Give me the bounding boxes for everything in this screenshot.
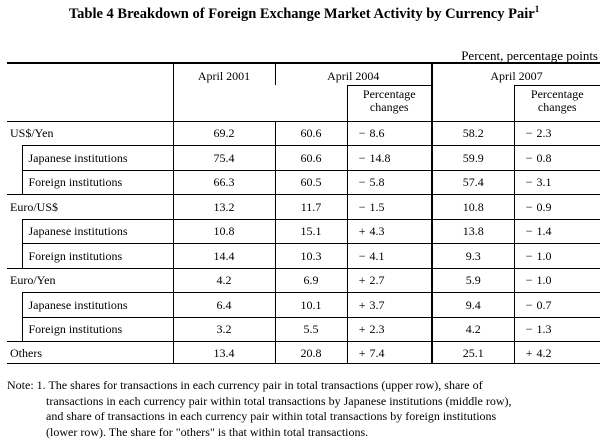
row-label: Others — [7, 341, 173, 364]
change-2007: −0.9 — [513, 194, 600, 219]
change-2004: −1.5 — [346, 194, 432, 219]
table-row: Foreign institutions 66.3 60.5−5.8 57.4−3.1 — [7, 169, 600, 195]
table-row: Japanese institutions 10.8 15.1 +4.3 13.8−1.… — [7, 218, 600, 244]
currency-pair-table: April 2001 April 2004 April 2007 Percent… — [7, 62, 600, 364]
value-2004: 11.7 — [274, 194, 347, 219]
row-label: Japanese institutions — [21, 218, 173, 244]
change-2007: −0.7 — [513, 292, 600, 317]
value-2001: 13.2 — [172, 194, 275, 219]
change-2004: −14.8 — [346, 145, 432, 170]
footnote: Note: 1. The shares for transactions in … — [7, 378, 602, 440]
value-2004: 15.1 — [274, 218, 347, 244]
change-2007: −2.3 — [513, 120, 600, 146]
value-2007: 10.8 — [431, 194, 514, 219]
change-2004: −8.6 — [346, 120, 432, 146]
value-2001: 13.4 — [172, 341, 275, 364]
table-row: Euro/Yen 4.2 6.9 +2.7 5.9−1.0 — [7, 267, 600, 293]
row-label: US$/Yen — [7, 120, 173, 146]
table-row: Foreign institutions 3.2 5.5 +2.3 4.2−1.3 — [7, 316, 600, 342]
header-row-bottom: Percentage changes Percentage changes — [7, 84, 600, 121]
value-2001: 75.4 — [172, 145, 275, 170]
change-2007: −1.4 — [513, 218, 600, 244]
footnote-line-4: (lower row). The share for "others" is t… — [46, 424, 369, 439]
value-2001: 3.2 — [172, 316, 275, 342]
value-2004: 20.8 — [274, 341, 347, 364]
row-label: Euro/US$ — [7, 194, 173, 219]
value-2007: 9.3 — [431, 243, 514, 268]
value-2007: 25.1 — [431, 341, 514, 364]
change-2007: −0.8 — [513, 145, 600, 170]
row-label: Foreign institutions — [21, 169, 173, 195]
change-2007: −3.1 — [513, 169, 600, 195]
value-2001: 10.8 — [172, 218, 275, 244]
change-2007: +4.2 — [513, 341, 600, 364]
value-2001: 66.3 — [172, 169, 275, 195]
footnote-line-2: transactions in each currency pair withi… — [46, 393, 512, 408]
col-april-2007: April 2007 — [431, 62, 600, 85]
value-2007: 4.2 — [431, 316, 514, 342]
change-2004: −5.8 — [346, 169, 432, 195]
value-2007: 5.9 — [431, 267, 514, 293]
value-2007: 13.8 — [431, 218, 514, 244]
table-row: Euro/US$ 13.2 11.7−1.5 10.8−0.9 — [7, 194, 600, 219]
value-2001: 6.4 — [172, 292, 275, 317]
row-label: Japanese institutions — [21, 145, 173, 170]
change-2004: +2.3 — [346, 316, 432, 342]
change-2004: +4.3 — [346, 218, 432, 244]
table-title: Table 4 Breakdown of Foreign Exchange Ma… — [68, 4, 540, 22]
col-april-2001: April 2001 — [172, 62, 275, 121]
table-row: Others 13.4 20.8 +7.4 25.1 +4.2 — [7, 341, 600, 364]
value-2001: 14.4 — [172, 243, 275, 268]
row-label: Euro/Yen — [7, 267, 173, 293]
value-2007: 58.2 — [431, 120, 514, 146]
value-2004: 60.6 — [274, 145, 347, 170]
value-2004: 60.6 — [274, 120, 347, 146]
change-2004: +3.7 — [346, 292, 432, 317]
value-2007: 9.4 — [431, 292, 514, 317]
col-2007-pct-change: Percentage changes — [513, 84, 600, 121]
value-2007: 57.4 — [431, 169, 514, 195]
footnote-line-3: and share of transactions in each curren… — [46, 409, 497, 423]
value-2004: 6.9 — [274, 267, 347, 293]
change-2004: +7.4 — [346, 341, 432, 364]
value-2004: 5.5 — [274, 316, 347, 342]
col-april-2004: April 2004 — [274, 62, 432, 85]
col-2004-pct-change: Percentage changes — [346, 84, 432, 121]
change-2004: −4.1 — [346, 243, 432, 268]
table-row: US$/Yen 69.2 60.6−8.6 58.2−2.3 — [7, 120, 600, 146]
value-2004: 10.1 — [274, 292, 347, 317]
value-2004: 10.3 — [274, 243, 347, 268]
row-label: Foreign institutions — [21, 316, 173, 342]
value-2004: 60.5 — [274, 169, 347, 195]
header-row-top: April 2001 April 2004 April 2007 — [7, 62, 600, 121]
title-footnote-marker: 1 — [534, 4, 540, 14]
value-2001: 4.2 — [172, 267, 275, 293]
table-row: Japanese institutions 75.4 60.6−14.8 59.9−0… — [7, 145, 600, 170]
change-2007: −1.3 — [513, 316, 600, 342]
change-2007: −1.0 — [513, 267, 600, 293]
table-row: Foreign institutions 14.4 10.3−4.1 9.3−1.0 — [7, 243, 600, 268]
change-2007: −1.0 — [513, 243, 600, 268]
row-label: Foreign institutions — [21, 243, 173, 268]
table-row: Japanese institutions 6.4 10.1 +3.7 9.4−0.7 — [7, 292, 600, 317]
row-label: Japanese institutions — [21, 292, 173, 317]
footnote-line-1: Note: 1. The shares for transactions in … — [7, 378, 483, 392]
value-2001: 69.2 — [172, 120, 275, 146]
change-2004: +2.7 — [346, 267, 432, 293]
value-2007: 59.9 — [431, 145, 514, 170]
unit-label: Percent, percentage points — [461, 48, 598, 63]
